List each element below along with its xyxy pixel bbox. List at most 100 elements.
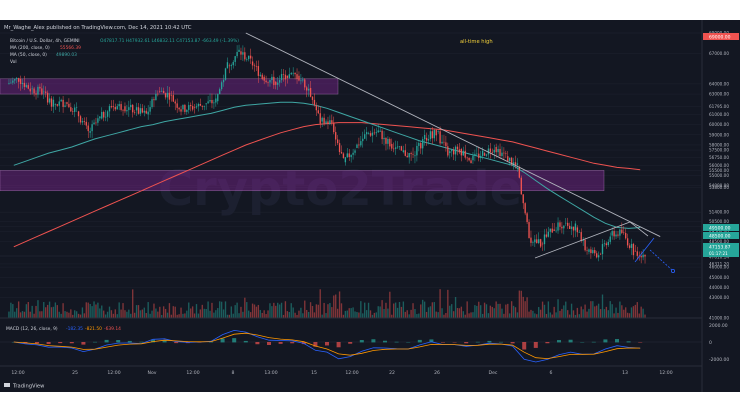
candle-body bbox=[213, 102, 215, 104]
volume-bar bbox=[499, 303, 501, 318]
volume-bar bbox=[526, 297, 528, 318]
candle-body bbox=[110, 106, 113, 108]
candle-body bbox=[327, 121, 329, 125]
volume-bar bbox=[352, 307, 354, 318]
candle-body bbox=[331, 120, 333, 123]
time-axis-label: 12:00 bbox=[107, 370, 120, 376]
candle-body bbox=[48, 98, 51, 103]
candle-body bbox=[182, 104, 184, 110]
candle-body bbox=[220, 82, 223, 90]
candle-body bbox=[451, 149, 453, 152]
candle-body bbox=[644, 254, 646, 257]
candle-body bbox=[567, 222, 569, 226]
candle-body bbox=[333, 122, 335, 133]
publisher-line: Mr_Waghe_Alex published on TradingView.c… bbox=[4, 25, 192, 31]
candle-body bbox=[62, 99, 64, 107]
candle-body bbox=[135, 107, 138, 111]
candle-body bbox=[617, 234, 619, 236]
candle-body bbox=[79, 116, 82, 123]
candle-body bbox=[580, 232, 582, 241]
macd-histogram-bar bbox=[615, 339, 619, 343]
volume-bar bbox=[333, 295, 335, 318]
tradingview-footer: TradingView bbox=[4, 383, 45, 390]
candle-body bbox=[151, 99, 153, 108]
candle-body bbox=[335, 132, 337, 140]
volume-bar bbox=[501, 308, 503, 318]
candle-body bbox=[354, 150, 356, 153]
candle-body bbox=[400, 146, 403, 151]
volume-bar bbox=[122, 303, 124, 318]
volume-bar bbox=[452, 311, 455, 318]
candle-body bbox=[246, 59, 248, 60]
volume-bar bbox=[423, 301, 426, 318]
volume-bar bbox=[445, 312, 447, 318]
candle-body bbox=[344, 157, 347, 163]
volume-bar bbox=[298, 310, 300, 318]
candle-body bbox=[586, 250, 588, 251]
candle-body bbox=[280, 74, 283, 81]
volume-bar bbox=[547, 301, 550, 318]
volume-bar bbox=[406, 310, 408, 318]
volume-bar bbox=[236, 302, 238, 318]
candle-body bbox=[410, 153, 412, 154]
volume-bar bbox=[613, 313, 615, 318]
macd-signal-line bbox=[13, 332, 641, 360]
volume-bar bbox=[126, 311, 128, 318]
macd-histogram-bar bbox=[394, 341, 399, 343]
candle-body bbox=[95, 122, 97, 124]
volume-bar bbox=[364, 302, 366, 318]
candle-body bbox=[404, 150, 406, 156]
volume-bar bbox=[402, 301, 405, 318]
volume-bar bbox=[27, 302, 29, 318]
candle-body bbox=[325, 121, 327, 124]
candle-body bbox=[54, 104, 57, 105]
volume-bar bbox=[431, 302, 434, 318]
volume-bar bbox=[510, 301, 513, 318]
candle-body bbox=[101, 111, 103, 119]
candle-body bbox=[133, 112, 136, 113]
candle-body bbox=[19, 78, 22, 84]
volume-bar bbox=[91, 306, 93, 318]
volume-bar bbox=[505, 304, 507, 318]
volume-bar bbox=[385, 302, 387, 318]
volume-bar bbox=[321, 314, 323, 318]
volume-bar bbox=[621, 305, 623, 318]
macd-axis-top: 2000.00 bbox=[709, 323, 728, 329]
candle-body bbox=[503, 152, 505, 154]
candle-body bbox=[273, 76, 275, 86]
candle-body bbox=[222, 79, 225, 83]
volume-bar bbox=[180, 307, 182, 318]
ma-50-label: MA (50, close, 0) bbox=[10, 52, 47, 58]
candle-body bbox=[640, 256, 642, 258]
volume-bar bbox=[454, 297, 457, 318]
macd-histogram-bar bbox=[568, 339, 573, 343]
volume-bar bbox=[311, 306, 314, 318]
candle-body bbox=[170, 95, 173, 96]
volume-bar bbox=[29, 311, 31, 318]
candle-body bbox=[396, 146, 399, 148]
volume-bar bbox=[394, 302, 397, 318]
candle-body bbox=[157, 93, 159, 95]
time-axis-label: 25 bbox=[72, 370, 78, 376]
candle-body bbox=[74, 107, 76, 112]
candle-body bbox=[195, 106, 198, 108]
volume-bar bbox=[81, 307, 84, 318]
volume-bar bbox=[77, 313, 80, 318]
candle-body bbox=[601, 244, 604, 255]
volume-bar bbox=[425, 311, 428, 318]
candle-body bbox=[166, 92, 169, 98]
volume-bar bbox=[474, 305, 476, 318]
candle-body bbox=[416, 145, 418, 156]
volume-bar bbox=[327, 304, 329, 318]
candle-body bbox=[338, 143, 341, 153]
candle-body bbox=[209, 99, 211, 102]
volume-bar bbox=[273, 302, 275, 318]
price-axis-label: 55500.00 bbox=[709, 168, 729, 173]
candle-body bbox=[630, 243, 633, 248]
volume-bar bbox=[377, 306, 379, 318]
price-axis-label: 46000.00 bbox=[709, 265, 729, 270]
candle-body bbox=[120, 104, 122, 110]
candle-body bbox=[634, 250, 637, 252]
candle-body bbox=[184, 104, 186, 112]
candle-body bbox=[596, 253, 598, 258]
